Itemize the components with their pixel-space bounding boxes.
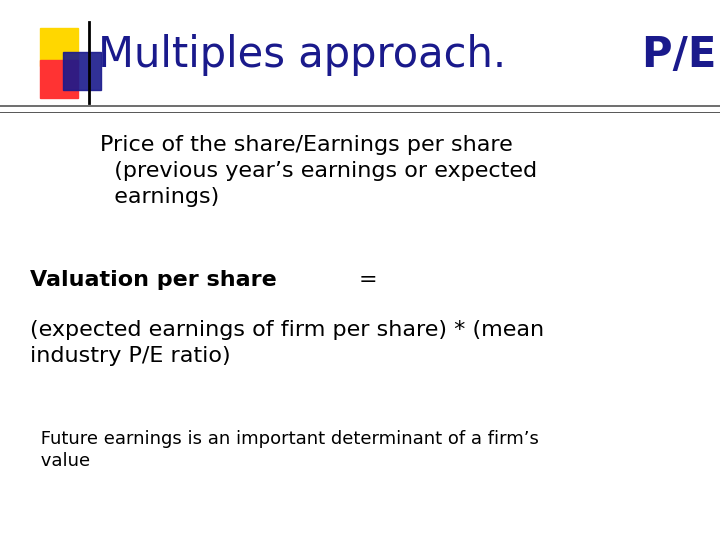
Text: Valuation per share: Valuation per share bbox=[30, 270, 284, 290]
Bar bbox=[40, 28, 78, 66]
Bar bbox=[63, 52, 101, 90]
Text: Multiples approach.: Multiples approach. bbox=[98, 34, 519, 76]
Text: earnings): earnings) bbox=[100, 187, 220, 207]
Text: P/E ratio: P/E ratio bbox=[642, 34, 720, 76]
Text: Price of the share/Earnings per share: Price of the share/Earnings per share bbox=[100, 135, 513, 155]
Text: Valuation per share: Valuation per share bbox=[30, 270, 284, 290]
Text: industry P/E ratio): industry P/E ratio) bbox=[30, 346, 230, 366]
Text: =: = bbox=[359, 270, 377, 290]
Text: Future earnings is an important determinant of a firm’s: Future earnings is an important determin… bbox=[35, 430, 539, 448]
Bar bbox=[40, 60, 78, 98]
Text: (expected earnings of firm per share) * (mean: (expected earnings of firm per share) * … bbox=[30, 320, 544, 340]
Text: (previous year’s earnings or expected: (previous year’s earnings or expected bbox=[100, 161, 537, 181]
Text: value: value bbox=[35, 452, 90, 470]
